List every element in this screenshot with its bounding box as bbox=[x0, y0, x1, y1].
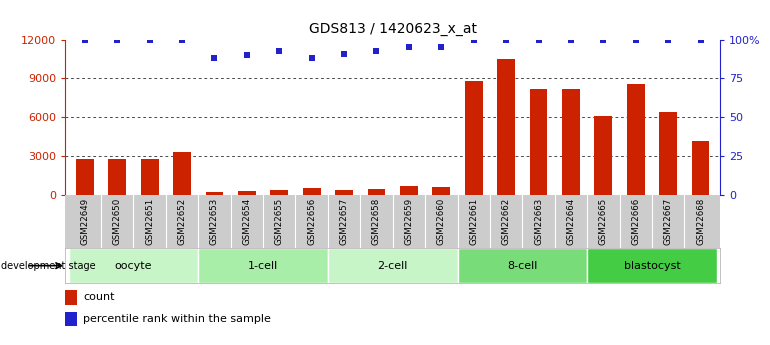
Text: GSM22654: GSM22654 bbox=[243, 198, 251, 245]
Text: GSM22668: GSM22668 bbox=[696, 198, 705, 245]
Text: GSM22662: GSM22662 bbox=[501, 198, 511, 245]
Text: GSM22655: GSM22655 bbox=[275, 198, 284, 245]
Bar bbox=[69, 248, 199, 283]
Point bbox=[241, 52, 253, 58]
Bar bbox=[659, 112, 677, 195]
Point bbox=[273, 48, 286, 53]
Text: development stage: development stage bbox=[1, 261, 95, 270]
Text: GSM22660: GSM22660 bbox=[437, 198, 446, 245]
Point bbox=[532, 37, 544, 42]
Point bbox=[630, 37, 642, 42]
Text: GSM22667: GSM22667 bbox=[664, 198, 673, 245]
Text: GSM22649: GSM22649 bbox=[80, 198, 89, 245]
Point bbox=[111, 37, 123, 42]
Bar bbox=[587, 248, 717, 283]
Point bbox=[598, 37, 610, 42]
Point bbox=[143, 37, 156, 42]
Text: GSM22658: GSM22658 bbox=[372, 198, 381, 245]
Bar bbox=[303, 188, 320, 195]
Text: GSM22665: GSM22665 bbox=[599, 198, 608, 245]
Bar bbox=[457, 248, 587, 283]
Point bbox=[467, 37, 480, 42]
Bar bbox=[627, 84, 644, 195]
Bar bbox=[562, 89, 580, 195]
Point bbox=[338, 51, 350, 57]
Bar bbox=[433, 187, 450, 195]
Text: GSM22663: GSM22663 bbox=[534, 198, 543, 245]
Bar bbox=[76, 159, 94, 195]
Bar bbox=[173, 152, 191, 195]
Text: 8-cell: 8-cell bbox=[507, 261, 537, 270]
Bar bbox=[206, 193, 223, 195]
Text: GSM22656: GSM22656 bbox=[307, 198, 316, 245]
Point bbox=[176, 37, 188, 42]
Bar bbox=[199, 248, 328, 283]
Point bbox=[370, 48, 383, 53]
Bar bbox=[465, 81, 483, 195]
Text: GSM22657: GSM22657 bbox=[340, 198, 349, 245]
Text: GSM22653: GSM22653 bbox=[210, 198, 219, 245]
Bar bbox=[65, 312, 77, 326]
Point bbox=[79, 37, 91, 42]
Text: GSM22659: GSM22659 bbox=[404, 198, 413, 245]
Text: oocyte: oocyte bbox=[115, 261, 152, 270]
Text: 1-cell: 1-cell bbox=[248, 261, 278, 270]
Point bbox=[435, 45, 447, 50]
Title: GDS813 / 1420623_x_at: GDS813 / 1420623_x_at bbox=[309, 22, 477, 36]
Bar bbox=[497, 59, 515, 195]
Text: percentile rank within the sample: percentile rank within the sample bbox=[83, 314, 271, 324]
Point bbox=[662, 37, 675, 42]
Bar bbox=[400, 186, 418, 195]
Text: GSM22652: GSM22652 bbox=[178, 198, 186, 245]
Bar bbox=[335, 190, 353, 195]
Point bbox=[306, 56, 318, 61]
Bar bbox=[238, 191, 256, 195]
Bar bbox=[367, 189, 386, 195]
Point bbox=[403, 45, 415, 50]
Text: GSM22661: GSM22661 bbox=[469, 198, 478, 245]
Text: GSM22664: GSM22664 bbox=[567, 198, 575, 245]
Bar bbox=[328, 248, 457, 283]
Bar bbox=[109, 159, 126, 195]
Point bbox=[564, 37, 577, 42]
Point bbox=[695, 37, 707, 42]
Bar bbox=[691, 141, 709, 195]
Bar bbox=[270, 190, 288, 195]
Bar bbox=[594, 116, 612, 195]
Text: GSM22650: GSM22650 bbox=[112, 198, 122, 245]
Text: 2-cell: 2-cell bbox=[377, 261, 408, 270]
Bar bbox=[141, 159, 159, 195]
Text: blastocyst: blastocyst bbox=[624, 261, 680, 270]
Point bbox=[209, 56, 221, 61]
Bar bbox=[65, 290, 77, 305]
Bar bbox=[530, 89, 547, 195]
Text: count: count bbox=[83, 293, 115, 302]
Text: GSM22651: GSM22651 bbox=[146, 198, 154, 245]
Text: GSM22666: GSM22666 bbox=[631, 198, 640, 245]
Point bbox=[500, 37, 512, 42]
